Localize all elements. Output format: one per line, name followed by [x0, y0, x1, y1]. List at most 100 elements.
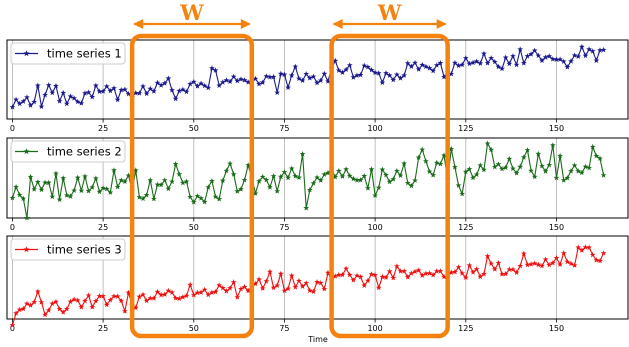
series-point	[180, 179, 186, 186]
series-point	[227, 160, 233, 167]
panels-layer: 0 25 50 75 100 125 150 time series 1 0 25 50 75 100 1…	[6, 39, 629, 333]
series-point	[38, 299, 45, 305]
series-point	[13, 310, 19, 316]
series-point	[263, 278, 270, 284]
series-point	[549, 56, 556, 62]
series-point	[553, 174, 560, 181]
series-point	[408, 270, 415, 276]
series-point	[390, 76, 397, 83]
series-point	[437, 268, 444, 274]
series-point	[506, 60, 513, 67]
series-point	[176, 87, 183, 94]
series-point	[339, 173, 346, 179]
series-point	[306, 186, 313, 193]
series-point	[31, 98, 38, 105]
series-point	[96, 188, 103, 195]
series-point	[71, 95, 77, 101]
series-point	[437, 60, 444, 66]
series-point	[71, 187, 77, 193]
series-point	[136, 194, 143, 200]
series-point	[281, 169, 288, 175]
series-point	[183, 178, 190, 184]
series-point	[448, 269, 455, 275]
series-point	[386, 178, 393, 185]
series-point	[198, 80, 204, 86]
series-point	[89, 184, 96, 190]
axes-frame	[6, 39, 629, 120]
window-label: W	[179, 0, 204, 25]
series-point	[20, 195, 27, 202]
series-point	[346, 271, 353, 278]
series-point	[375, 70, 382, 76]
x-tick-label: 150	[549, 223, 564, 232]
series-point	[256, 178, 262, 184]
series-point	[20, 305, 27, 312]
series-point	[546, 53, 553, 59]
series-point	[484, 253, 491, 259]
series-point	[122, 178, 128, 184]
series-point	[397, 268, 404, 274]
series-point	[245, 162, 252, 168]
x-tick-label: 0	[10, 223, 15, 232]
series-point	[372, 69, 378, 76]
series-point	[510, 53, 516, 59]
legend-marker	[23, 246, 30, 253]
series-point	[336, 67, 342, 73]
series-point	[256, 80, 262, 87]
series-point	[219, 284, 226, 291]
series-point	[71, 296, 77, 302]
series-point	[158, 291, 164, 298]
series-point	[361, 282, 368, 288]
series-point	[531, 260, 538, 266]
series-point	[477, 60, 484, 66]
series-point	[528, 261, 534, 267]
window-label: W	[377, 0, 402, 25]
series-point	[455, 182, 462, 188]
series-point	[488, 55, 495, 61]
series-point	[593, 57, 600, 63]
series-point	[433, 268, 440, 274]
x-tick-label: 100	[367, 324, 382, 333]
series-point	[394, 71, 400, 78]
series-point	[303, 205, 310, 211]
series-point	[259, 285, 266, 291]
series-point	[448, 70, 455, 77]
series-point	[209, 65, 215, 71]
series-point	[194, 193, 201, 199]
series-point	[564, 64, 571, 70]
series-point	[151, 295, 157, 301]
series-point	[372, 272, 378, 278]
series-point	[209, 289, 215, 295]
series-point	[375, 184, 382, 191]
series-point	[332, 273, 339, 279]
series-point	[27, 102, 34, 108]
series-point	[277, 70, 284, 77]
series-point	[586, 164, 592, 171]
series-point	[24, 215, 30, 221]
series-point	[368, 271, 375, 277]
series-point	[466, 262, 473, 268]
series-point	[531, 173, 538, 180]
series-point	[397, 172, 404, 178]
series-point	[292, 284, 299, 290]
series-point	[539, 163, 545, 169]
series-point	[408, 63, 415, 69]
series-point	[161, 291, 168, 297]
series-point	[49, 89, 56, 96]
series-point	[82, 173, 88, 179]
series-point	[426, 65, 433, 71]
series-point	[63, 100, 70, 107]
series-point	[285, 285, 291, 292]
series-point	[285, 174, 291, 181]
series-point	[45, 307, 52, 313]
series-point	[274, 188, 281, 194]
series-point	[339, 69, 346, 75]
series-point	[571, 162, 578, 168]
series-point	[27, 173, 34, 180]
series-point	[310, 288, 317, 294]
series-point	[151, 88, 157, 94]
series-point	[426, 270, 433, 276]
series-point	[346, 172, 353, 179]
series-point	[89, 93, 96, 100]
series-point	[270, 173, 277, 179]
